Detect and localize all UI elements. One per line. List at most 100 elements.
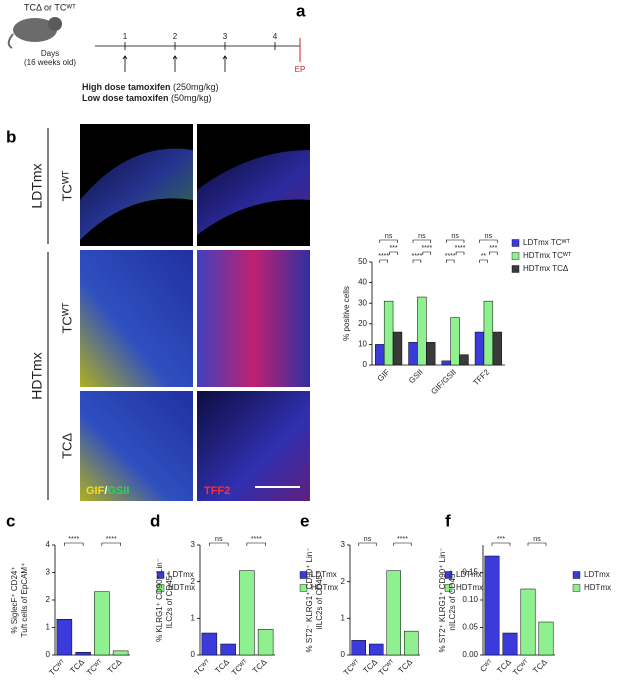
sig-bracket xyxy=(445,239,465,243)
sig-label: ns xyxy=(533,536,541,543)
legend-swatch xyxy=(299,584,308,592)
x-tick-label: TCΔ xyxy=(106,657,124,675)
row-label: TCᵂᵀ xyxy=(59,170,74,201)
legend-label: HDTmx xyxy=(456,583,483,592)
bar xyxy=(483,300,494,366)
sig-bracket xyxy=(64,542,84,546)
low-dose-amount: (50mg/kg) xyxy=(171,93,212,103)
legend-label: HDTmx xyxy=(311,583,338,592)
stain-label: TFF2 xyxy=(204,485,230,497)
x-tick-label: TCᵂᵀ xyxy=(192,657,212,677)
y-axis-label: nILC2s of CD45⁺ xyxy=(448,569,457,630)
day-label: 4 xyxy=(273,32,278,41)
sig-bracket xyxy=(445,259,455,263)
sig-label: **** xyxy=(397,536,408,543)
genotype-label: TCΔ or TCᵂᵀ xyxy=(24,2,76,12)
row-label: TCᵂᵀ xyxy=(59,302,74,333)
y-tick-label: 1 xyxy=(341,613,346,622)
sig-label: *** xyxy=(489,245,497,252)
mouse-icon xyxy=(13,18,57,42)
sig-label: **** xyxy=(251,536,262,543)
y-tick-label: 3 xyxy=(341,540,346,549)
legend-label: LDTmx xyxy=(168,570,194,579)
bar xyxy=(94,591,110,656)
bar xyxy=(450,317,460,366)
sig-bracket xyxy=(379,259,388,263)
y-tick-label: 10 xyxy=(358,340,367,349)
stain-gif: GIF xyxy=(86,485,105,497)
row-label: TCΔ xyxy=(59,433,74,459)
row-group: LDTmx xyxy=(29,163,45,208)
sig-label: ** xyxy=(481,253,487,260)
y-tick-label: 1 xyxy=(191,613,196,622)
micrograph xyxy=(80,391,193,501)
x-tick-label: TCΔ xyxy=(213,657,231,675)
x-tick-label: GIF/GSII xyxy=(429,368,458,397)
bar xyxy=(201,632,218,656)
sig-bracket xyxy=(422,251,432,255)
mouse-icon xyxy=(48,17,62,31)
sig-bracket xyxy=(491,542,511,546)
y-tick-label: 0 xyxy=(341,650,346,659)
x-tick-label: TCΔ xyxy=(495,657,513,675)
low-dose-name: Low dose tamoxifen xyxy=(82,93,169,103)
panel-label: e xyxy=(300,511,309,530)
sig-label: **** xyxy=(421,245,432,252)
bar xyxy=(369,643,384,656)
sig-label: **** xyxy=(106,536,117,543)
y-axis-label: % SiglecF⁺ CD24⁺ xyxy=(10,566,19,633)
x-tick-label: TCᵂᵀ xyxy=(230,657,250,677)
high-dose-amount: (250mg/kg) xyxy=(173,82,219,92)
legend-label: LDTmx xyxy=(456,570,482,579)
bar xyxy=(474,331,485,366)
high-dose: High dose tamoxifen (250mg/kg) xyxy=(82,82,219,92)
bar xyxy=(408,342,418,366)
bar xyxy=(441,360,451,366)
sig-bracket xyxy=(209,542,229,546)
bar xyxy=(392,331,403,366)
x-tick-label: TCᵂᵀ xyxy=(377,657,397,677)
x-tick-label: TFF2 xyxy=(471,367,491,387)
sig-label: ns xyxy=(418,233,426,240)
panel-label: b xyxy=(6,127,16,146)
bar xyxy=(417,296,427,366)
legend-swatch xyxy=(572,584,581,592)
panel-label: a xyxy=(296,1,306,20)
stain-label: GIF/GSII xyxy=(86,485,129,497)
legend-label: HDTmx xyxy=(168,583,195,592)
days-label: (16 weeks old) xyxy=(24,58,76,67)
panel-label: f xyxy=(445,511,451,530)
y-tick-label: 0.00 xyxy=(462,650,478,659)
bar xyxy=(484,555,500,656)
bar xyxy=(426,342,436,366)
sig-label: ns xyxy=(364,536,372,543)
x-tick-label: Cᵂᵀ xyxy=(478,657,495,674)
sig-bracket xyxy=(379,239,398,243)
bar xyxy=(56,619,73,656)
high-dose-name: High dose tamoxifen xyxy=(82,82,171,92)
x-tick-label: TCΔ xyxy=(396,657,414,675)
sig-label: ns xyxy=(451,233,459,240)
stain-sep: / xyxy=(104,485,107,497)
bar xyxy=(112,650,129,656)
x-tick-label: TCᵂᵀ xyxy=(85,657,105,677)
sig-bracket xyxy=(246,542,266,546)
y-axis-label: % positive cells xyxy=(342,286,351,341)
micrograph xyxy=(197,250,310,387)
legend-label: LDTmx xyxy=(584,570,610,579)
y-tick-label: 0.10 xyxy=(462,595,478,604)
legend-swatch xyxy=(572,571,581,579)
bar xyxy=(520,588,536,656)
dose-arrow xyxy=(122,55,128,72)
sig-label: ns xyxy=(385,233,393,240)
y-axis-label: ILC2s of CD45⁺ xyxy=(165,572,174,629)
legend-label: HDTmx TCΔ xyxy=(523,264,569,273)
x-tick-label: GSII xyxy=(407,368,425,386)
x-tick-label: TCᵂᵀ xyxy=(342,657,362,677)
sig-label: **** xyxy=(455,245,466,252)
legend-label: LDTmx xyxy=(311,570,337,579)
stain-gsii: GSII xyxy=(107,485,129,497)
micrograph xyxy=(197,391,310,501)
bar xyxy=(375,344,385,366)
bar xyxy=(404,630,419,656)
